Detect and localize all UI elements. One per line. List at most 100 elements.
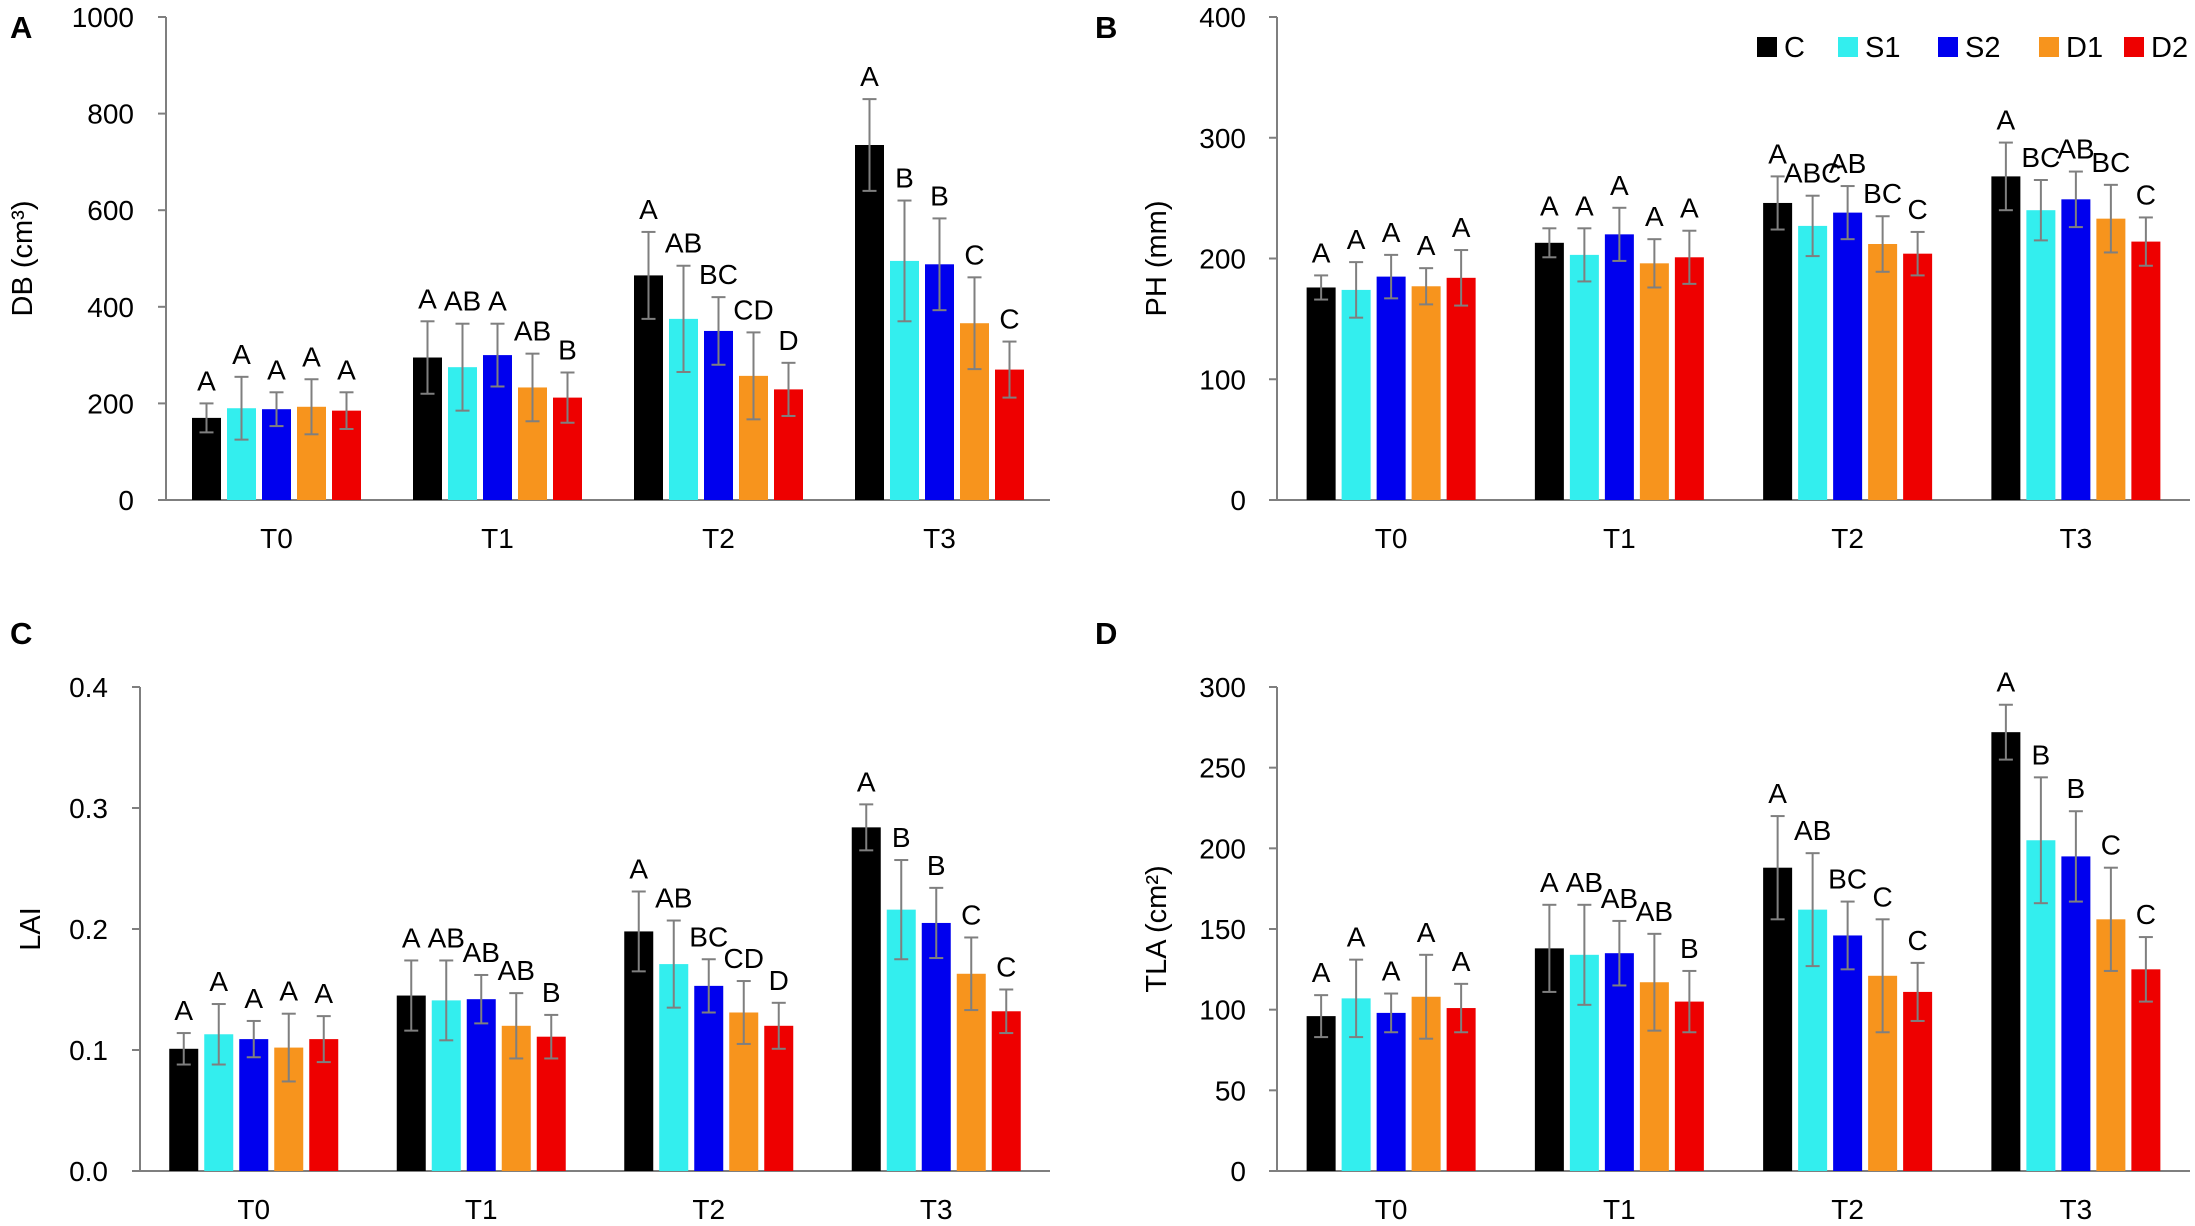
significance-label: A [174, 995, 193, 1026]
y-tick-label: 200 [87, 388, 134, 419]
significance-label: A [639, 194, 658, 225]
bar-c-t1 [1534, 242, 1564, 501]
legend-swatch-s2 [1938, 37, 1958, 57]
x-tick-label: T0 [260, 523, 293, 554]
significance-label: A [1417, 917, 1436, 948]
y-tick-label: 50 [1215, 1075, 1246, 1106]
bar-c-t3 [1991, 176, 2021, 500]
bar-s2-t1 [466, 999, 496, 1171]
bar-s2-t0 [239, 1039, 269, 1171]
y-tick-label: 200 [1199, 833, 1246, 864]
significance-label: D [769, 965, 789, 996]
y-axis-title: PH (mm) [1141, 201, 1173, 317]
bar-d2-t0 [1446, 1008, 1476, 1171]
significance-label: AB [665, 228, 702, 259]
x-tick-label: T0 [1375, 1194, 1408, 1225]
significance-label: A [1312, 957, 1331, 988]
significance-label: A [1452, 212, 1471, 243]
bar-s1-t0 [1341, 289, 1371, 500]
significance-label: A [1575, 190, 1594, 221]
x-tick-label: T0 [237, 1194, 270, 1225]
significance-label: A [279, 976, 298, 1007]
significance-label: AB [463, 937, 500, 968]
legend-label-d1: D1 [2066, 32, 2103, 64]
significance-label: A [860, 61, 879, 92]
y-tick-label: 400 [1199, 2, 1246, 33]
legend-label-c: C [1784, 32, 1805, 64]
panel-letter: D [1095, 616, 1117, 651]
x-tick-label: T2 [1831, 523, 1864, 554]
bar-d2-t2 [1903, 253, 1933, 500]
y-tick-label: 100 [1199, 364, 1246, 395]
y-tick-label: 0.4 [69, 672, 108, 703]
bar-s2-t3 [2061, 199, 2091, 500]
panel-letter: B [1095, 10, 1117, 45]
significance-label: AB [1601, 883, 1638, 914]
significance-label: A [1680, 193, 1699, 224]
significance-label: C [999, 304, 1019, 335]
bar-d1-t2 [1868, 244, 1898, 500]
significance-label: A [232, 339, 251, 370]
significance-label: B [927, 850, 946, 881]
significance-label: A [1312, 237, 1331, 268]
bar-s1-t2 [1798, 225, 1828, 500]
y-tick-label: 400 [87, 292, 134, 323]
significance-label: A [314, 978, 333, 1009]
legend-label-d2: D2 [2151, 32, 2188, 64]
bar-s2-t2 [694, 985, 724, 1171]
bar-d1-t3 [2096, 218, 2126, 500]
bar-s2-t1 [1604, 953, 1634, 1171]
significance-label: A [1347, 224, 1366, 255]
significance-label: A [1347, 922, 1366, 953]
significance-label: AB [514, 316, 551, 347]
significance-label: C [2136, 179, 2156, 210]
legend-label-s1: S1 [1865, 32, 1900, 64]
significance-label: A [267, 354, 286, 385]
significance-label: D [778, 325, 798, 356]
significance-label: A [1452, 946, 1471, 977]
significance-label: AB [428, 922, 465, 953]
x-tick-label: T2 [1831, 1194, 1864, 1225]
significance-label: A [1610, 170, 1629, 201]
significance-label: A [857, 766, 876, 797]
significance-label: C [964, 239, 984, 270]
significance-label: A [402, 922, 421, 953]
significance-label: C [2101, 830, 2121, 861]
significance-label: B [558, 334, 577, 365]
x-tick-label: T3 [2060, 523, 2093, 554]
bar-d2-t3 [2131, 969, 2161, 1171]
significance-label: B [930, 180, 949, 211]
significance-label: A [1540, 190, 1559, 221]
y-tick-label: 0.2 [69, 914, 108, 945]
significance-label: AB [498, 955, 535, 986]
significance-label: B [1680, 933, 1699, 964]
bar-c-t3 [1991, 732, 2021, 1171]
y-tick-label: 0 [118, 485, 134, 516]
y-tick-label: 0.0 [69, 1156, 108, 1187]
y-tick-label: 300 [1199, 672, 1246, 703]
significance-label: ABC [1784, 158, 1842, 189]
significance-label: BC [1863, 178, 1902, 209]
significance-label: B [2067, 773, 2086, 804]
significance-label: A [1768, 778, 1787, 809]
bar-c-t0 [1306, 1016, 1336, 1171]
significance-label: BC [689, 921, 728, 952]
bar-c-t3 [851, 827, 881, 1171]
bar-c-t0 [169, 1048, 199, 1171]
x-tick-label: T1 [465, 1194, 498, 1225]
y-tick-label: 1000 [72, 2, 134, 33]
significance-label: A [1382, 956, 1401, 987]
significance-label: AB [1829, 148, 1866, 179]
significance-label: A [197, 365, 216, 396]
significance-label: AB [1794, 815, 1831, 846]
bar-d1-t1 [1639, 263, 1669, 500]
legend: C S1 S2 D1 D2 [1757, 32, 2188, 64]
significance-label: BC [2021, 142, 2060, 173]
legend-swatch-d2 [2124, 37, 2144, 57]
y-tick-label: 300 [1199, 123, 1246, 154]
bar-s1-t3 [2026, 210, 2056, 500]
bar-c-t3 [855, 144, 884, 500]
bar-s2-t0 [1376, 1012, 1406, 1171]
